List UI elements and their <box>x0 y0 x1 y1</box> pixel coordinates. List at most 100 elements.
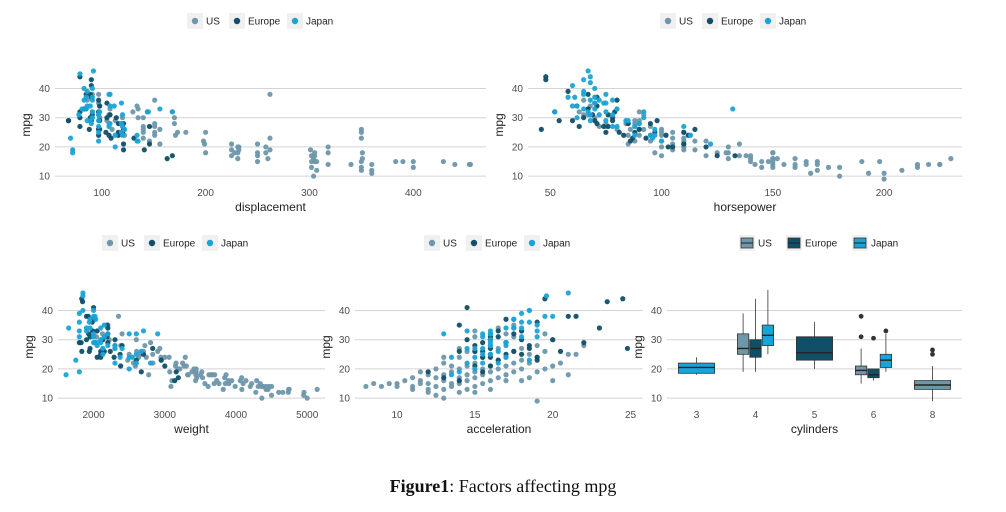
data-point <box>199 369 205 375</box>
data-point <box>89 109 95 115</box>
box-body <box>678 362 715 374</box>
data-point <box>312 153 318 159</box>
data-point <box>616 129 622 135</box>
data-point <box>647 120 654 127</box>
data-point <box>503 325 509 331</box>
data-point <box>223 372 229 378</box>
data-point <box>359 150 366 156</box>
box-outlier <box>930 351 935 357</box>
data-point <box>228 147 235 153</box>
y-tick-label: 20 <box>651 364 663 375</box>
data-point <box>108 135 114 141</box>
data-point <box>585 91 591 97</box>
data-point <box>235 156 241 162</box>
data-point <box>534 369 540 375</box>
data-point <box>393 158 399 165</box>
box-europe-6 <box>867 335 880 381</box>
y-tick-label: 40 <box>39 84 51 95</box>
box-body <box>796 336 833 361</box>
data-point <box>480 369 486 375</box>
box-japan-3 <box>678 357 715 375</box>
data-point <box>511 331 517 337</box>
data-point <box>243 378 249 384</box>
data-point <box>90 68 97 74</box>
box-outlier <box>883 328 889 334</box>
legend-label-europe: Europe <box>248 17 281 28</box>
data-point <box>180 360 186 366</box>
data-point <box>89 115 95 121</box>
data-point <box>158 357 164 363</box>
data-point <box>226 380 232 387</box>
data-point <box>865 170 872 176</box>
data-point <box>441 375 447 381</box>
data-point <box>587 74 593 80</box>
data-point <box>601 123 607 130</box>
data-point <box>77 123 83 130</box>
legend-label-japan: Japan <box>871 239 898 250</box>
data-point <box>146 372 152 378</box>
data-point <box>692 126 698 132</box>
data-point <box>732 153 738 159</box>
data-point <box>144 109 151 115</box>
data-point <box>692 147 698 153</box>
data-point <box>91 340 97 346</box>
data-point <box>487 378 494 384</box>
data-point <box>604 299 610 305</box>
data-point <box>433 366 439 372</box>
data-point <box>308 158 315 165</box>
x-tick-label: 8 <box>930 410 936 421</box>
box-us-8 <box>914 347 951 402</box>
data-point <box>138 348 144 354</box>
data-point <box>208 372 214 378</box>
series-japan <box>67 68 175 156</box>
data-point <box>881 170 887 176</box>
data-point <box>730 106 736 112</box>
data-point <box>80 290 86 296</box>
series-japan <box>441 290 571 378</box>
data-point <box>585 68 591 74</box>
data-point <box>609 112 616 118</box>
data-point <box>448 380 455 387</box>
data-point <box>96 138 102 144</box>
data-point <box>550 313 556 319</box>
data-point <box>596 97 602 103</box>
y-tick-label: 30 <box>651 335 663 346</box>
data-point <box>433 392 439 398</box>
data-point <box>665 144 671 150</box>
data-point <box>534 334 540 340</box>
data-point <box>495 348 501 354</box>
data-point <box>543 293 550 299</box>
data-point <box>105 331 111 337</box>
data-point <box>425 380 431 387</box>
data-point <box>707 141 714 147</box>
data-point <box>557 348 564 354</box>
data-point <box>569 118 576 124</box>
data-point <box>770 156 776 162</box>
data-point <box>89 85 95 92</box>
series-us <box>84 91 474 179</box>
data-point <box>259 395 265 401</box>
data-point <box>98 337 104 343</box>
data-point <box>543 77 549 83</box>
legend-key-dot-japan <box>528 239 536 247</box>
data-point <box>171 120 178 127</box>
data-point <box>308 164 315 170</box>
box-body <box>867 368 880 379</box>
data-point <box>503 331 509 337</box>
data-point <box>171 115 178 121</box>
data-point <box>448 363 455 369</box>
data-point <box>92 313 98 319</box>
data-point <box>268 392 275 398</box>
data-point <box>304 395 310 401</box>
data-point <box>592 94 598 100</box>
data-point <box>76 328 82 334</box>
data-point <box>581 115 587 121</box>
data-point <box>358 129 364 135</box>
x-tick-label: 15 <box>469 410 481 421</box>
data-point <box>189 369 195 375</box>
data-point <box>518 325 525 331</box>
data-point <box>495 366 501 372</box>
y-tick-label: 30 <box>339 335 351 346</box>
data-point <box>166 354 172 360</box>
x-tick-label: 200 <box>197 188 214 199</box>
